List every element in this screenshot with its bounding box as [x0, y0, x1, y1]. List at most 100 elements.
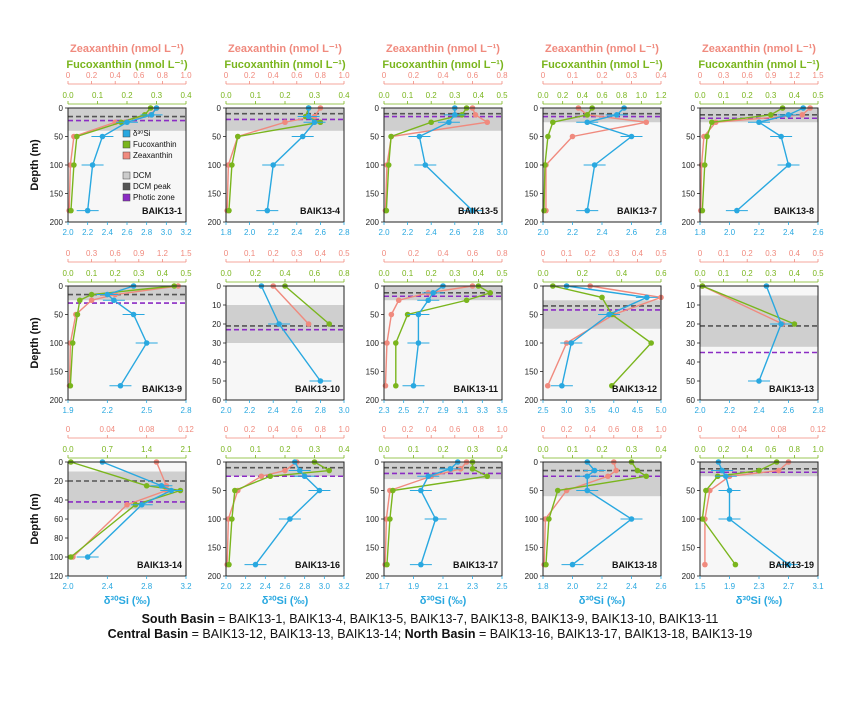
fuco-tick-label: 0.2	[577, 269, 589, 278]
si-tick-label: 2.0	[567, 582, 579, 591]
fuco-tick-label: 0.4	[577, 91, 589, 100]
si-point	[158, 482, 165, 489]
zea-tick-label: 0.08	[139, 425, 155, 434]
si-axis-title: δ³⁰Si (‰)	[104, 595, 151, 607]
si-tick-label: 2.0	[537, 228, 549, 237]
fuco-point	[703, 487, 709, 494]
fuco-point	[599, 294, 605, 301]
station-label: BAIK13-9	[142, 384, 182, 394]
si-tick-label: 2.4	[783, 228, 795, 237]
zea-point	[707, 487, 713, 494]
zea-tick-label: 0.3	[765, 249, 777, 258]
zea-line	[68, 285, 179, 386]
fuco-tick-label: 0.1	[402, 91, 414, 100]
legend-label: δ³⁰Si	[133, 129, 151, 138]
si-point	[99, 133, 106, 140]
depth-tick-label: 0	[217, 104, 222, 113]
depth-tick-label: 30	[212, 339, 221, 348]
si-point	[130, 311, 137, 318]
station-label: BAIK13-5	[458, 206, 498, 216]
plot-background	[384, 286, 502, 400]
fuco-tick-label: 0.0	[378, 269, 390, 278]
zea-tick-label: 0.8	[473, 425, 485, 434]
fuco-tick-label: 0.6	[309, 269, 321, 278]
zea-tick-label: 0.12	[810, 425, 826, 434]
panel-baik13-10: 0 10 20 30 40 50 602.0 2.2 2.4 2.6 2.8 3.0 0.0 0.2 0.4…	[212, 249, 350, 415]
fuco-tick-label: 0.1	[250, 445, 262, 454]
fuco-tick-label: 0.1	[92, 91, 104, 100]
legend-swatch	[122, 151, 131, 160]
zea-tick-label: 0.4	[655, 71, 667, 80]
depth-tick-label: 200	[50, 218, 64, 227]
zea-tick-label: 0	[66, 71, 71, 80]
station-label: BAIK13-8	[774, 206, 814, 216]
zea-tick-label: 0.6	[133, 71, 145, 80]
si-tick-label: 2.7	[783, 582, 795, 591]
depth-tick-label: 0	[375, 282, 380, 291]
si-point	[452, 112, 458, 118]
depth-tick-label: 60	[54, 515, 63, 524]
si-point	[628, 516, 635, 522]
zea-tick-label: 0.04	[732, 425, 748, 434]
zea-tick-label: 0.6	[467, 71, 479, 80]
zea-tick-label: 0.3	[291, 249, 303, 258]
depth-tick-label: 150	[682, 544, 696, 553]
fuco-tick-label: 0.1	[402, 269, 414, 278]
si-tick-label: 2.5	[537, 406, 549, 415]
depth-tick-label: 100	[208, 161, 222, 170]
si-tick-label: 3.5	[496, 406, 508, 415]
si-point	[124, 119, 130, 126]
si-point	[89, 162, 96, 168]
fuco-tick-label: 0.6	[765, 445, 777, 454]
si-tick-label: 2.0	[724, 228, 736, 237]
si-tick-label: 2.4	[268, 406, 280, 415]
caption-north-label: North Basin	[404, 627, 476, 641]
si-tick-label: 2.0	[62, 228, 74, 237]
si-point	[584, 473, 591, 480]
fuco-tick-label: 0.8	[789, 445, 801, 454]
si-tick-label: 2.8	[812, 406, 824, 415]
depth-tick-label: 0	[375, 104, 380, 113]
depth-tick-label: 150	[208, 190, 222, 199]
station-label: BAIK13-13	[769, 384, 814, 394]
fuco-point	[428, 119, 435, 126]
zea-tick-label: 0.9	[133, 249, 145, 258]
si-point	[276, 321, 282, 327]
si-point	[168, 487, 175, 494]
zea-tick-label: 0.4	[315, 249, 327, 258]
zea-point	[395, 297, 402, 304]
zea-axis-title: Zeaxanthin (nmol L⁻¹)	[228, 43, 342, 55]
station-label: BAIK13-18	[612, 560, 657, 570]
si-tick-label: 2.2	[240, 582, 252, 591]
depth-tick-label: 80	[54, 534, 63, 543]
zea-point	[282, 467, 288, 474]
caption: South Basin = BAIK13-1, BAIK13-4, BAIK13…	[0, 612, 860, 642]
fuco-tick-label: 0.0	[220, 91, 232, 100]
station-label: BAIK13-10	[295, 384, 340, 394]
si-tick-label: 2.6	[121, 228, 133, 237]
si-tick-label: 3.3	[477, 406, 489, 415]
fuco-point	[701, 162, 708, 168]
si-point	[111, 297, 117, 304]
zea-tick-label: 0.3	[626, 71, 638, 80]
zea-tick-label: 0.4	[789, 249, 801, 258]
caption-line-2: Central Basin = BAIK13-12, BAIK13-13, BA…	[0, 627, 860, 642]
zea-tick-label: 1.0	[180, 71, 192, 80]
si-point	[287, 516, 293, 522]
depth-tick-label: 100	[525, 515, 539, 524]
si-point	[559, 382, 565, 389]
zea-point	[643, 119, 650, 126]
fuco-tick-label: 0.8	[616, 91, 628, 100]
zea-tick-label: 1.5	[180, 249, 192, 258]
si-point	[785, 561, 792, 568]
fuco-point	[74, 311, 81, 318]
fuco-point	[390, 487, 396, 494]
fuco-point	[229, 162, 235, 168]
si-tick-label: 2.8	[299, 582, 311, 591]
depth-tick-label: 200	[525, 572, 539, 581]
